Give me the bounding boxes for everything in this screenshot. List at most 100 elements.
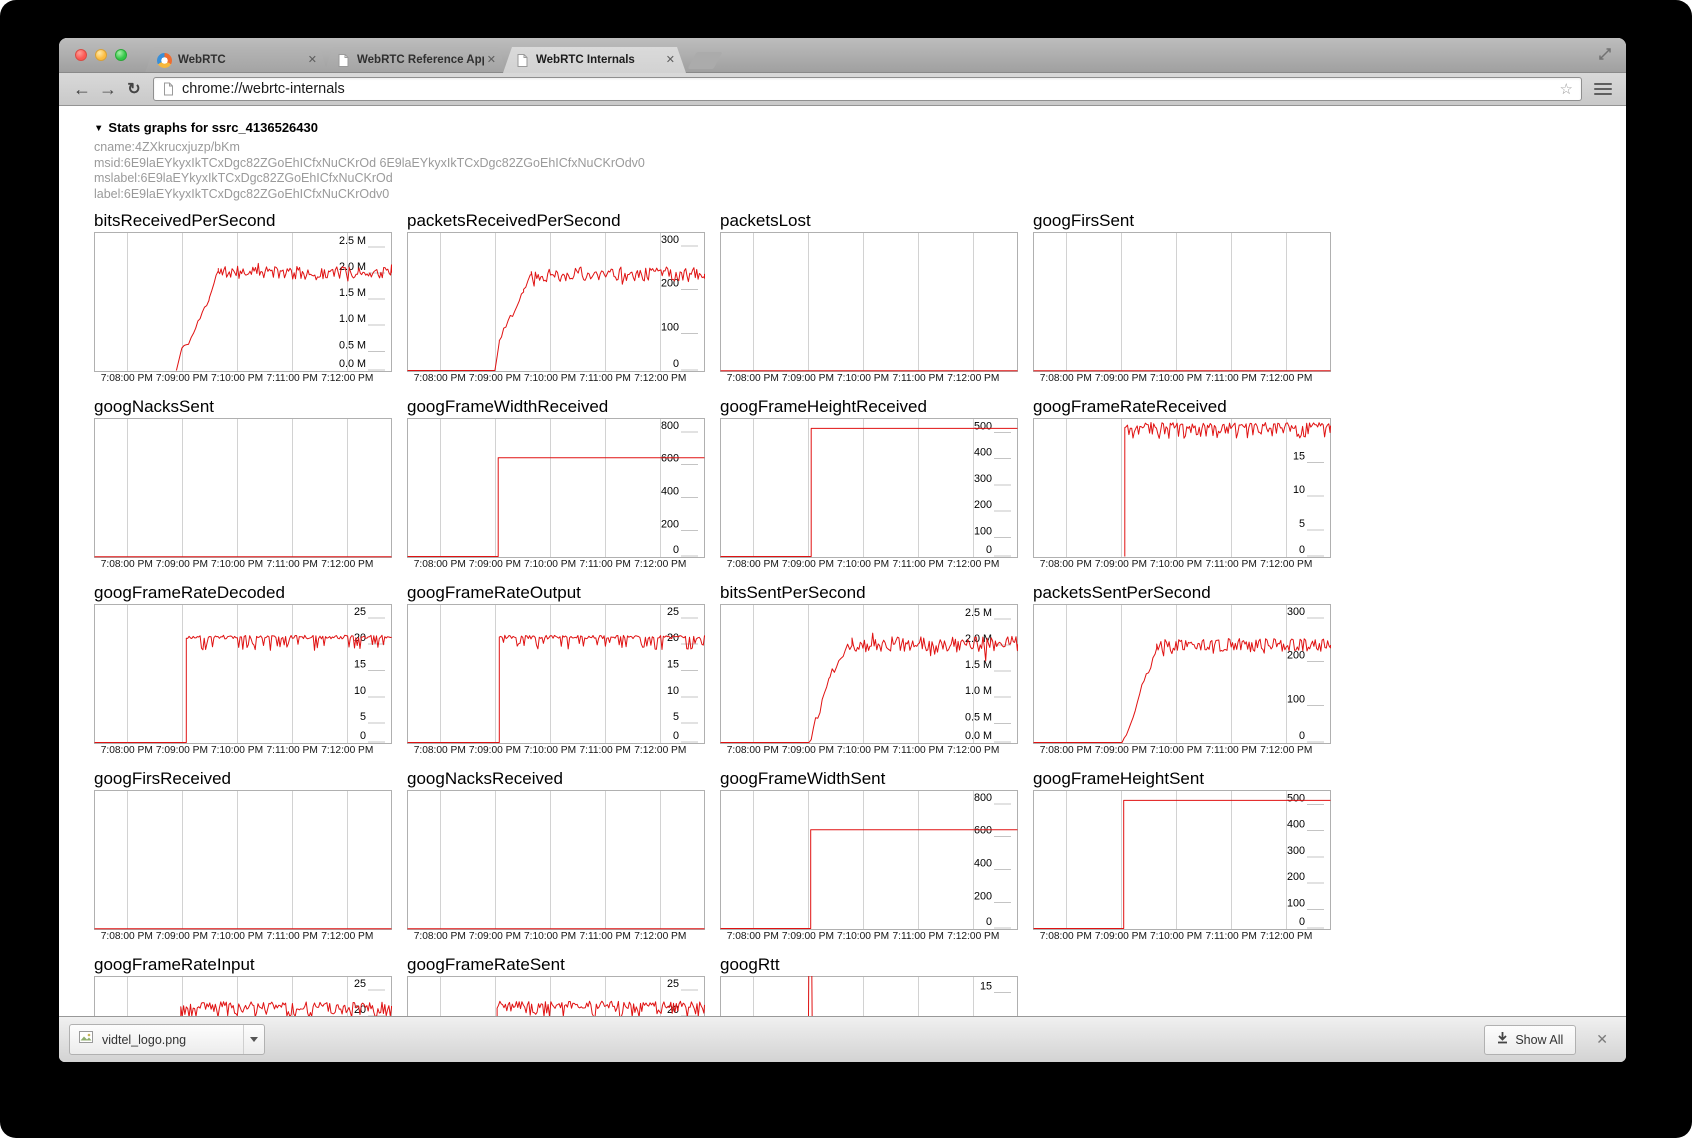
x-axis-labels: 7:08:00 PM 7:09:00 PM 7:10:00 PM 7:11:00 PM… xyxy=(94,744,392,758)
chart-title: googFrameWidthReceived xyxy=(407,397,609,416)
download-menu-caret[interactable] xyxy=(244,1025,264,1054)
bookmark-star-icon[interactable]: ☆ xyxy=(1559,80,1573,98)
svg-text:10: 10 xyxy=(1293,484,1305,496)
svg-text:5: 5 xyxy=(360,711,366,723)
x-tick-label: 7:12:00 PM xyxy=(1260,745,1313,756)
x-tick-label: 7:10:00 PM xyxy=(836,373,890,384)
x-tick-label: 7:09:00 PM xyxy=(155,745,208,756)
chart-bitsReceivedPerSecond: bitsReceivedPerSecond 2.5 M 2.0 M 1.5 M 1.0 … xyxy=(94,210,392,386)
tab-webrtc-reference-app[interactable]: WebRTC Reference App ✕ xyxy=(324,47,507,73)
x-tick-label: 7:08:00 PM xyxy=(1039,931,1092,942)
x-tick-label: 7:11:00 PM xyxy=(266,559,318,570)
svg-text:20: 20 xyxy=(354,632,366,644)
svg-text:100: 100 xyxy=(974,525,992,537)
tab-webrtc[interactable]: WebRTC ✕ xyxy=(145,47,328,73)
x-tick-label: 7:10:00 PM xyxy=(210,373,264,384)
x-tick-label: 7:12:00 PM xyxy=(947,745,1000,756)
browser-window: WebRTC ✕ WebRTC Reference App ✕ WebRTC I… xyxy=(59,38,1626,1062)
x-tick-label: 7:08:00 PM xyxy=(726,745,779,756)
chart-title: googFirsReceived xyxy=(94,769,232,788)
svg-text:0.0 M: 0.0 M xyxy=(339,358,366,370)
svg-text:200: 200 xyxy=(1287,650,1305,662)
x-tick-label: 7:09:00 PM xyxy=(468,373,521,384)
address-bar[interactable]: chrome://webrtc-internals ☆ xyxy=(153,77,1582,101)
x-tick-label: 7:09:00 PM xyxy=(1094,931,1147,942)
x-tick-label: 7:08:00 PM xyxy=(100,373,153,384)
msid-line: msid:6E9laEYkyxIkTCxDgc82ZGoEhICfxNuCKrO… xyxy=(94,155,645,170)
download-item-button[interactable]: vidtel_logo.png xyxy=(69,1024,265,1055)
x-tick-label: 7:12:00 PM xyxy=(321,931,374,942)
x-tick-label: 7:08:00 PM xyxy=(726,931,779,942)
chart-plot xyxy=(720,232,1018,372)
x-axis-labels: 7:08:00 PM 7:09:00 PM 7:10:00 PM 7:11:00 PM… xyxy=(720,372,1018,386)
x-axis-labels: 7:08:00 PM 7:09:00 PM 7:10:00 PM 7:11:00 PM… xyxy=(720,744,1018,758)
back-icon[interactable]: ← xyxy=(73,78,91,99)
x-tick-label: 7:12:00 PM xyxy=(634,745,687,756)
chart-title: googFirsSent xyxy=(1033,211,1135,230)
x-tick-label: 7:12:00 PM xyxy=(321,559,374,570)
svg-text:400: 400 xyxy=(661,486,679,498)
chart-googFrameRateDecoded: googFrameRateDecoded 25 20 15 10 5 0 7:08:00 PM… xyxy=(94,582,392,758)
x-tick-label: 7:10:00 PM xyxy=(523,745,577,756)
chart-packetsLost: packetsLost 7:08:00 PM 7:09:00 PM 7:10:00 P… xyxy=(720,210,1018,386)
svg-text:0.0 M: 0.0 M xyxy=(965,730,992,742)
x-tick-label: 7:08:00 PM xyxy=(726,559,779,570)
image-file-icon xyxy=(78,1029,94,1050)
show-all-downloads-button[interactable]: Show All xyxy=(1484,1024,1577,1055)
minimize-window-button[interactable] xyxy=(95,49,107,61)
x-tick-label: 7:11:00 PM xyxy=(892,745,944,756)
chart-title: googFrameWidthSent xyxy=(720,769,886,788)
forward-icon[interactable]: → xyxy=(99,78,117,99)
tab-close-icon[interactable]: ✕ xyxy=(307,53,317,66)
menu-icon[interactable] xyxy=(1590,78,1616,100)
svg-text:5: 5 xyxy=(673,711,679,723)
x-tick-label: 7:08:00 PM xyxy=(1039,745,1092,756)
x-tick-label: 7:11:00 PM xyxy=(892,559,944,570)
x-tick-label: 7:08:00 PM xyxy=(413,373,466,384)
new-tab-button[interactable] xyxy=(687,52,723,69)
tab-close-icon[interactable]: ✕ xyxy=(665,53,675,66)
x-tick-label: 7:09:00 PM xyxy=(468,931,521,942)
svg-text:0: 0 xyxy=(360,730,366,742)
chart-title: packetsSentPerSecond xyxy=(1033,583,1211,602)
fullscreen-expand-icon[interactable] xyxy=(1598,47,1612,66)
chart-title: googFrameRateOutput xyxy=(407,583,581,602)
x-tick-label: 7:09:00 PM xyxy=(1094,559,1147,570)
svg-text:20: 20 xyxy=(354,1004,366,1016)
x-tick-label: 7:12:00 PM xyxy=(634,559,687,570)
chart-googFrameWidthSent: googFrameWidthSent 800 600 400 200 0 7:08:00 P… xyxy=(720,768,1018,944)
chart-googFrameWidthReceived: googFrameWidthReceived 800 600 400 200 0 7:08:… xyxy=(407,396,705,572)
x-tick-label: 7:11:00 PM xyxy=(579,559,631,570)
tab-webrtc-internals[interactable]: WebRTC Internals ✕ xyxy=(503,47,686,73)
tab-close-icon[interactable]: ✕ xyxy=(486,53,496,66)
close-shelf-icon[interactable]: ✕ xyxy=(1596,1031,1608,1047)
divider xyxy=(243,1025,244,1054)
chart-plot: 800 600 400 200 0 xyxy=(720,790,1018,930)
svg-text:25: 25 xyxy=(354,606,366,618)
x-axis-labels: 7:08:00 PM 7:09:00 PM 7:10:00 PM 7:11:00 PM… xyxy=(1033,558,1331,572)
chevron-down-icon xyxy=(250,1037,258,1042)
svg-text:300: 300 xyxy=(1287,845,1305,857)
chart-plot: 500 400 300 200 100 0 xyxy=(1033,790,1331,930)
x-axis-labels: 7:08:00 PM 7:09:00 PM 7:10:00 PM 7:11:00 PM… xyxy=(94,372,392,386)
x-tick-label: 7:09:00 PM xyxy=(468,745,521,756)
chart-googFrameRateSent: googFrameRateSent25201510507:08:00 PM7:0… xyxy=(407,954,705,1016)
chart-plot: 500 400 300 200 100 0 xyxy=(720,418,1018,558)
reload-icon[interactable]: ↻ xyxy=(127,81,141,98)
x-axis-labels: 7:08:00 PM 7:09:00 PM 7:10:00 PM 7:11:00 PM… xyxy=(407,372,705,386)
svg-text:1.5 M: 1.5 M xyxy=(965,659,992,671)
chart-title: packetsReceivedPerSecond xyxy=(407,211,621,230)
svg-text:10: 10 xyxy=(354,685,366,697)
svg-text:10: 10 xyxy=(667,685,679,697)
zoom-window-button[interactable] xyxy=(115,49,127,61)
x-tick-label: 7:11:00 PM xyxy=(892,931,944,942)
url-text: chrome://webrtc-internals xyxy=(182,81,345,97)
chart-googFrameRateOutput: googFrameRateOutput 25 20 15 10 5 0 7:08:00 PM 7… xyxy=(407,582,705,758)
stats-section-toggle[interactable]: ▼ Stats graphs for ssrc_4136526430 xyxy=(94,120,1626,135)
close-window-button[interactable] xyxy=(75,49,87,61)
x-tick-label: 7:10:00 PM xyxy=(523,373,577,384)
chart-packetsSentPerSecond: packetsSentPerSecond 300 200 100 0 7:08:00 PM… xyxy=(1033,582,1331,758)
x-axis-labels: 7:08:00 PM 7:09:00 PM 7:10:00 PM 7:11:00 PM… xyxy=(407,558,705,572)
